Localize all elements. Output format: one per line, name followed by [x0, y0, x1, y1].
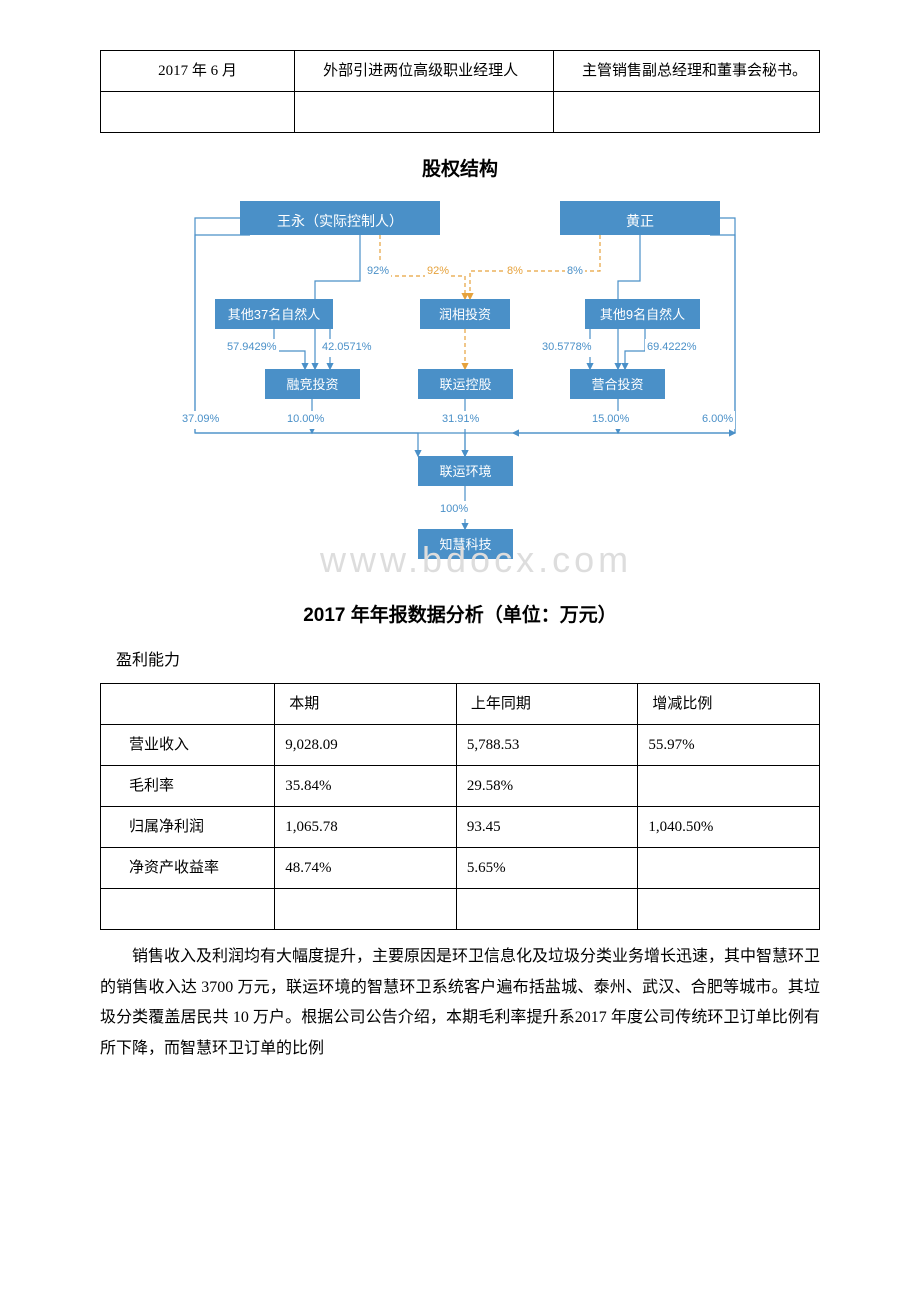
- top-table-cell: 主管销售副总经理和董事会秘书。: [553, 51, 819, 92]
- org-edge-label: 37.09%: [180, 411, 221, 429]
- org-node-yinghe: 营合投资: [570, 369, 665, 399]
- profit-table-cell: 归属净利润: [101, 807, 275, 848]
- top-table-cell: 2017 年 6 月: [101, 51, 295, 92]
- annual-report-title: 2017 年年报数据分析（单位：万元）: [100, 601, 820, 631]
- org-node-runxiang: 润相投资: [420, 299, 510, 329]
- profit-table-cell: [275, 889, 457, 930]
- profit-table-cell: 净资产收益率: [101, 848, 275, 889]
- org-node-rongjing: 融竞投资: [265, 369, 360, 399]
- profit-table-cell: 营业收入: [101, 725, 275, 766]
- org-edge-label: 8%: [565, 263, 585, 281]
- org-node-lianyun_holding: 联运控股: [418, 369, 513, 399]
- org-edge-label: 6.00%: [700, 411, 735, 429]
- analysis-paragraph: 销售收入及利润均有大幅度提升，主要原因是环卫信息化及垃圾分类业务增长迅速，其中智…: [100, 942, 820, 1064]
- profit-table-cell: 5,788.53: [456, 725, 638, 766]
- top-table-cell: [295, 92, 554, 133]
- profit-table-cell: [638, 766, 820, 807]
- profit-table-header: 增减比例: [638, 684, 820, 725]
- profit-table-cell: 35.84%: [275, 766, 457, 807]
- org-edge-label: 92%: [425, 263, 451, 281]
- watermark-text: www.bdocx.com: [320, 531, 632, 589]
- org-node-lianyun_env: 联运环境: [418, 456, 513, 486]
- profit-table-cell: 毛利率: [101, 766, 275, 807]
- equity-org-chart: 王永（实际控制人） 黄正其他37名自然人 润相投资 其他9名自然人融竞投资 联运控股 营合…: [170, 201, 750, 571]
- profit-table-header: [101, 684, 275, 725]
- profit-table-cell: [638, 848, 820, 889]
- profit-table-cell: 29.58%: [456, 766, 638, 807]
- profit-table-cell: [638, 889, 820, 930]
- profit-table-cell: 1,065.78: [275, 807, 457, 848]
- profit-table-cell: [456, 889, 638, 930]
- profit-table-cell: 93.45: [456, 807, 638, 848]
- org-edge-label: 42.0571%: [320, 339, 374, 357]
- top-table-cell: 外部引进两位高级职业经理人: [295, 51, 554, 92]
- org-node-wangyong: 王永（实际控制人）: [240, 201, 440, 235]
- profit-table-cell: 55.97%: [638, 725, 820, 766]
- profit-table-header: 本期: [275, 684, 457, 725]
- org-edge-label: 31.91%: [440, 411, 481, 429]
- profit-table-cell: 9,028.09: [275, 725, 457, 766]
- profit-table-cell: 1,040.50%: [638, 807, 820, 848]
- org-edge-label: 30.5778%: [540, 339, 594, 357]
- top-table-cell: [553, 92, 819, 133]
- org-edge-label: 69.4222%: [645, 339, 699, 357]
- profit-table-cell: 5.65%: [456, 848, 638, 889]
- org-edge-label: 15.00%: [590, 411, 631, 429]
- profit-table-cell: [101, 889, 275, 930]
- profit-table-cell: 48.74%: [275, 848, 457, 889]
- org-edge-label: 92%: [365, 263, 391, 281]
- profit-table-header: 上年同期: [456, 684, 638, 725]
- org-edge-label: 100%: [438, 501, 470, 519]
- org-node-huangzheng: 黄正: [560, 201, 720, 235]
- org-edge-label: 8%: [505, 263, 525, 281]
- org-node-others37: 其他37名自然人: [215, 299, 333, 329]
- org-edge-label: 10.00%: [285, 411, 326, 429]
- profitability-table: 本期上年同期增减比例营业收入9,028.095,788.5355.97% 毛利率3…: [100, 683, 820, 930]
- equity-structure-title: 股权结构: [100, 155, 820, 185]
- org-edge-label: 57.9429%: [225, 339, 279, 357]
- top-info-table: 2017 年 6 月外部引进两位高级职业经理人主管销售副总经理和董事会秘书。: [100, 50, 820, 133]
- top-table-cell: [101, 92, 295, 133]
- org-node-others9: 其他9名自然人: [585, 299, 700, 329]
- profitability-subtitle: 盈利能力: [100, 648, 820, 674]
